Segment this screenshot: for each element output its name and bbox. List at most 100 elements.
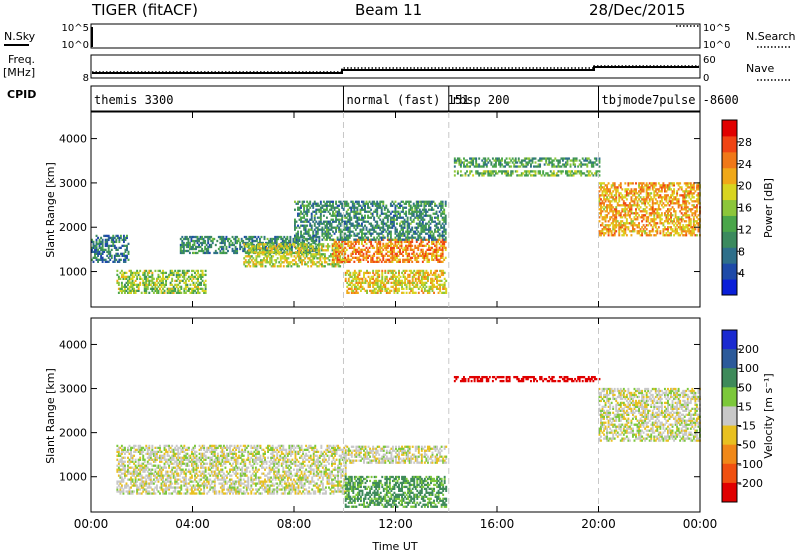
- echo-cell: [417, 246, 420, 250]
- echo-cell: [691, 188, 694, 191]
- echo-cell: [653, 210, 656, 213]
- echo-cell: [683, 230, 686, 233]
- echo-cell: [152, 291, 155, 294]
- echo-cell: [667, 214, 669, 217]
- echo-cell: [695, 222, 698, 225]
- echo-cell: [440, 208, 443, 211]
- echo-cell: [429, 246, 432, 250]
- echo-cell: [419, 269, 422, 273]
- echo-cell: [376, 206, 379, 209]
- echo-cell: [356, 248, 359, 252]
- echo-cell: [294, 222, 296, 225]
- echo-cell: [685, 182, 688, 185]
- echo-cell: [194, 283, 196, 287]
- echo-cell: [624, 216, 627, 219]
- echo-cell: [119, 258, 122, 261]
- echo-cell: [639, 192, 642, 195]
- echo-cell: [376, 281, 379, 285]
- echo-cell: [654, 190, 657, 193]
- echo-cell: [379, 200, 382, 203]
- echo-cell: [240, 245, 243, 249]
- echo-cell: [353, 248, 356, 252]
- echo-cell: [315, 238, 318, 241]
- echo-cell: [654, 202, 657, 205]
- echo-cell: [362, 216, 365, 219]
- echo-cell: [399, 206, 401, 209]
- echo-cell: [321, 204, 324, 207]
- echo-cell: [653, 182, 656, 185]
- echo-cell: [391, 218, 394, 221]
- echo-cell: [389, 212, 392, 215]
- echo-cell: [427, 200, 430, 203]
- echo-cell: [494, 161, 497, 164]
- echo-cell: [250, 249, 253, 252]
- echo-cell: [621, 204, 624, 207]
- echo-cell: [301, 259, 304, 262]
- echo-cell: [665, 184, 668, 187]
- echo-cell: [106, 242, 109, 246]
- echo-cell: [197, 277, 199, 281]
- echo-cell: [379, 242, 382, 246]
- echo-cell: [136, 271, 139, 275]
- echo-cell: [434, 273, 437, 277]
- echo-cell: [408, 232, 411, 235]
- echo-cell: [261, 259, 264, 262]
- echo-cell: [128, 279, 131, 283]
- echo-cell: [139, 281, 142, 285]
- echo-cell: [380, 210, 383, 213]
- sky-left-tick-bottom: 10^0: [62, 40, 89, 51]
- echo-cell: [342, 260, 345, 263]
- echo-cell: [645, 220, 648, 223]
- echo-cell: [195, 291, 198, 294]
- echo-cell: [691, 192, 694, 195]
- echo-cell: [255, 251, 258, 254]
- echo-cell: [539, 170, 542, 173]
- echo-cell: [169, 289, 172, 293]
- echo-cell: [396, 210, 398, 213]
- echo-cell: [365, 238, 368, 242]
- echo-cell: [346, 271, 349, 275]
- echo-cell: [421, 218, 424, 221]
- echo-cell: [685, 188, 688, 191]
- echo-cell: [606, 184, 609, 187]
- echo-cell: [394, 210, 397, 213]
- echo-cell: [631, 222, 634, 225]
- echo-cell: [174, 287, 177, 291]
- echo-cell: [258, 241, 261, 245]
- echo-cell: [656, 188, 659, 191]
- echo-cell: [435, 258, 438, 261]
- echo-cell: [517, 157, 520, 160]
- echo-cell: [416, 281, 419, 285]
- echo-cell: [322, 228, 325, 231]
- echo-cell: [622, 228, 625, 231]
- echo-cell: [350, 210, 353, 213]
- echo-cell: [100, 252, 103, 255]
- echo-cell: [225, 245, 228, 249]
- echo-cell: [613, 182, 616, 185]
- echo-cell: [645, 192, 648, 195]
- echo-cell: [257, 251, 260, 255]
- freq-unit-label: [MHz]: [3, 66, 35, 79]
- echo-cell: [357, 224, 360, 227]
- echo-cell: [621, 194, 624, 197]
- echo-cell: [403, 224, 406, 227]
- echo-cell: [400, 242, 403, 246]
- echo-cell: [443, 212, 446, 215]
- echo-cell: [381, 271, 384, 275]
- echo-cell: [133, 275, 136, 279]
- echo-cell: [143, 277, 146, 281]
- nave-label: Nave: [746, 62, 774, 75]
- echo-cell: [392, 218, 395, 221]
- echo-cell: [313, 255, 316, 258]
- echo-cell: [354, 242, 357, 246]
- echo-cell: [279, 255, 282, 258]
- echo-cell: [373, 291, 376, 294]
- echo-cell: [203, 291, 206, 294]
- echo-cell: [297, 243, 299, 247]
- echo-cell: [688, 216, 691, 219]
- echo-cell: [359, 252, 362, 255]
- echo-cell: [149, 269, 152, 273]
- echo-cell: [92, 242, 95, 246]
- echo-cell: [636, 226, 639, 229]
- echo-cell: [155, 277, 158, 281]
